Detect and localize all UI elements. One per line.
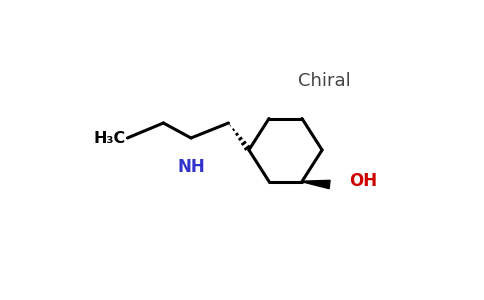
Text: NH: NH (178, 158, 206, 176)
Text: OH: OH (349, 172, 378, 190)
Text: Chiral: Chiral (298, 72, 351, 90)
Polygon shape (302, 180, 330, 189)
Text: H₃C: H₃C (93, 131, 126, 146)
